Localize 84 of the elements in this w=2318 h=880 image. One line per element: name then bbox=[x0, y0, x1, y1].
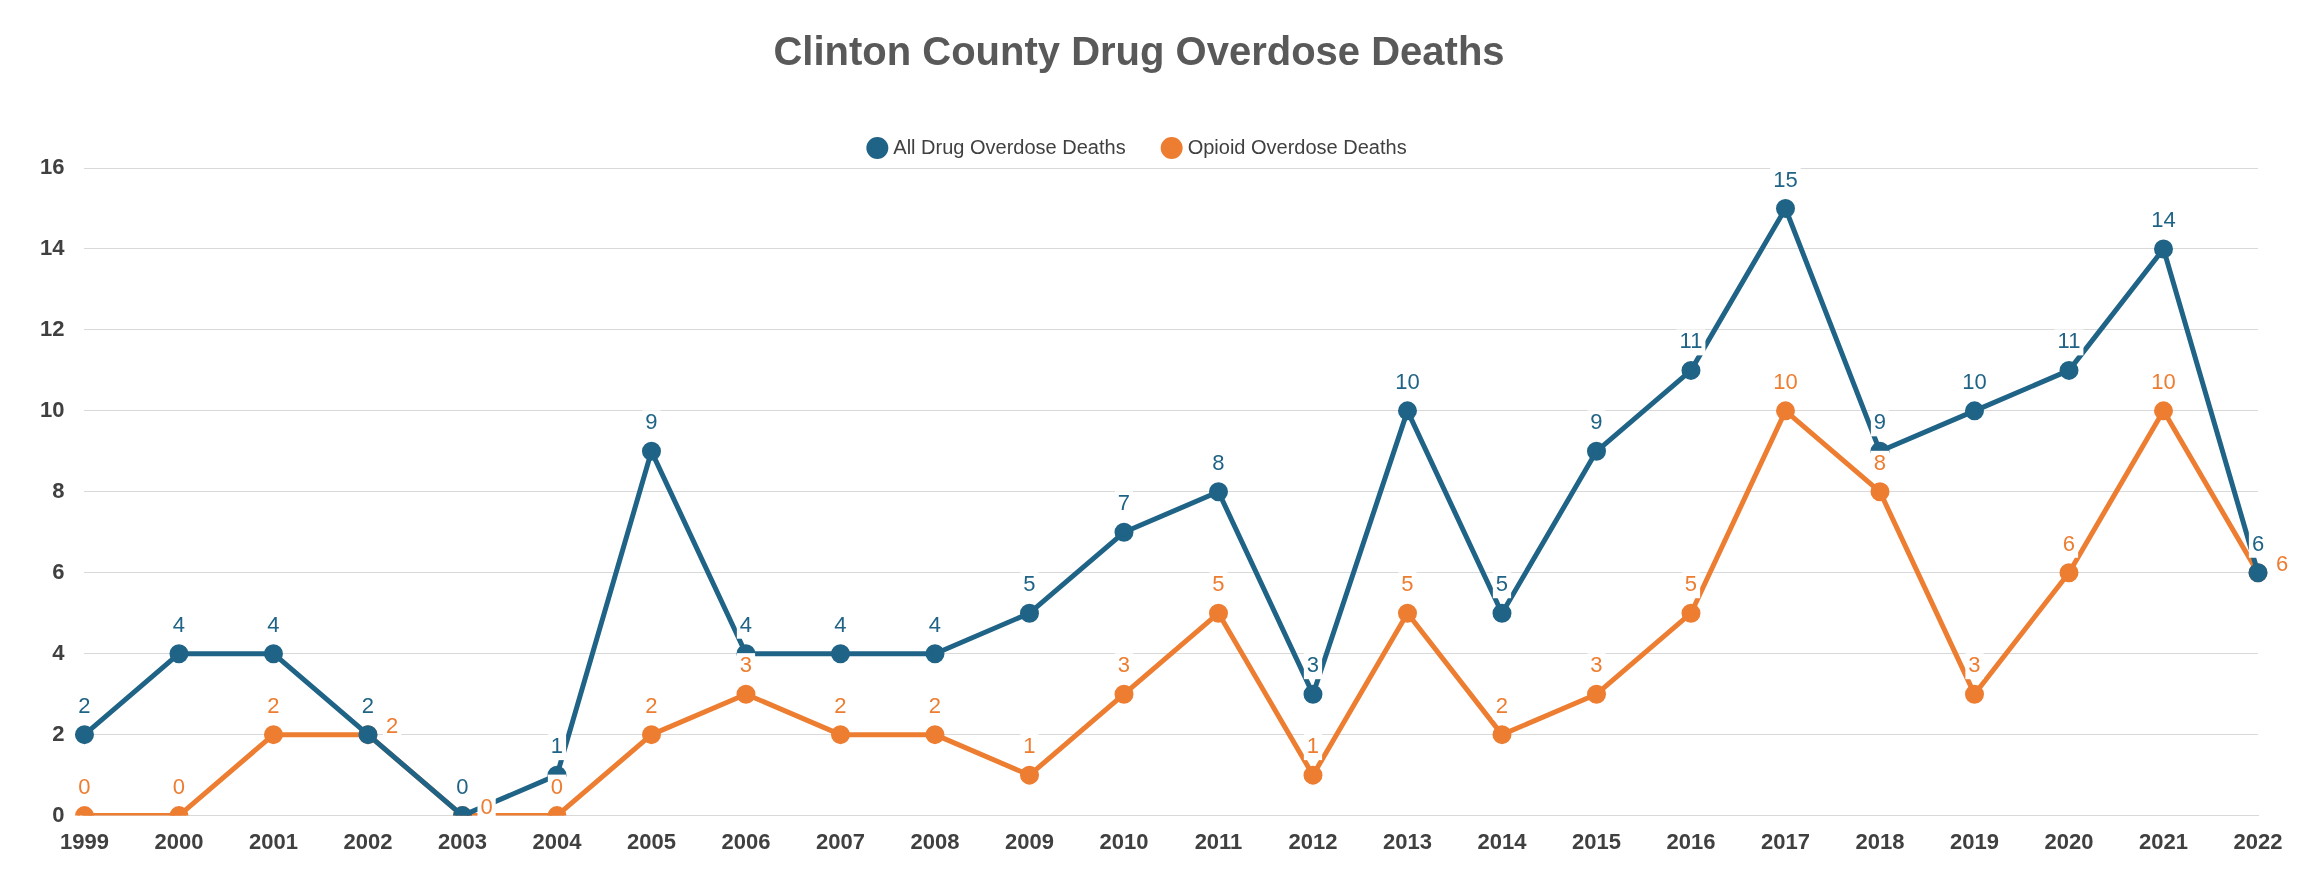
data-label: 0 bbox=[550, 773, 564, 799]
x-tick-label: 2022 bbox=[2233, 828, 2283, 854]
data-label: 10 bbox=[2151, 368, 2176, 394]
x-tick-label: 2003 bbox=[438, 828, 487, 854]
chart-title: Clinton County Drug Overdose Deaths bbox=[773, 29, 1505, 74]
x-tick-label: 2020 bbox=[2044, 828, 2094, 854]
data-label: 11 bbox=[1679, 328, 1703, 354]
y-tick-label: 14 bbox=[39, 235, 66, 261]
data-label: 1 bbox=[1306, 733, 1320, 759]
y-tick-label: 16 bbox=[39, 154, 65, 180]
data-label: 3 bbox=[1306, 652, 1320, 678]
x-tick-label: 2004 bbox=[532, 828, 583, 854]
data-label: 2 bbox=[834, 692, 847, 718]
data-label: 5 bbox=[1023, 571, 1036, 597]
data-label: 4 bbox=[834, 611, 847, 637]
x-tick-label: 2001 bbox=[249, 828, 298, 854]
x-tick-label: 2019 bbox=[1950, 828, 1999, 854]
data-label: 3 bbox=[1968, 652, 1981, 678]
y-tick-label: 2 bbox=[52, 720, 65, 746]
x-tick-label: 2009 bbox=[1005, 828, 1054, 854]
data-label: 0 bbox=[480, 793, 493, 819]
y-tick-label: 10 bbox=[39, 396, 65, 422]
data-label: 4 bbox=[172, 611, 186, 637]
x-tick-label: 2021 bbox=[2139, 828, 2188, 854]
data-label: 0 bbox=[172, 773, 186, 799]
data-label: 9 bbox=[1873, 409, 1887, 435]
x-tick-label: 2006 bbox=[721, 828, 771, 854]
y-tick-label: 8 bbox=[52, 477, 65, 503]
legend-label: All Drug Overdose Deaths bbox=[893, 135, 1126, 158]
data-label: 8 bbox=[1212, 449, 1225, 475]
x-tick-label: 2008 bbox=[910, 828, 960, 854]
data-label: 5 bbox=[1495, 571, 1509, 597]
x-tick-label: 2017 bbox=[1761, 828, 1810, 854]
data-label: 2 bbox=[385, 712, 399, 738]
data-label: 10 bbox=[1773, 368, 1798, 394]
data-label: 5 bbox=[1684, 571, 1698, 597]
x-tick-label: 2000 bbox=[154, 828, 204, 854]
data-label: 6 bbox=[2251, 530, 2265, 556]
data-label: 6 bbox=[2062, 530, 2076, 556]
y-tick-label: 4 bbox=[52, 639, 66, 665]
x-tick-label: 2016 bbox=[1666, 828, 1716, 854]
x-tick-label: 2018 bbox=[1855, 828, 1905, 854]
data-label: 3 bbox=[1117, 652, 1131, 678]
data-label: 15 bbox=[1773, 166, 1798, 192]
x-tick-label: 2010 bbox=[1099, 828, 1149, 854]
data-label: 14 bbox=[2151, 207, 2176, 233]
data-label: 8 bbox=[1873, 449, 1887, 475]
y-tick-label: 0 bbox=[52, 801, 65, 827]
data-label: 4 bbox=[928, 611, 942, 637]
data-label: 0 bbox=[78, 773, 91, 799]
data-label: 10 bbox=[1395, 368, 1420, 394]
x-tick-label: 2015 bbox=[1572, 828, 1621, 854]
data-label: 1 bbox=[1023, 733, 1036, 759]
data-label: 9 bbox=[1590, 409, 1603, 435]
data-label: 2 bbox=[928, 692, 942, 718]
data-label: 2 bbox=[645, 692, 658, 718]
data-label: 3 bbox=[1590, 652, 1603, 678]
data-label: 5 bbox=[1401, 571, 1414, 597]
data-label: 6 bbox=[2275, 550, 2289, 576]
x-tick-label: 2011 bbox=[1194, 828, 1243, 854]
data-label: 3 bbox=[739, 652, 753, 678]
y-tick-label: 12 bbox=[39, 315, 65, 341]
x-tick-label: 2007 bbox=[816, 828, 865, 854]
data-label: 2 bbox=[361, 692, 375, 718]
x-tick-label: 2013 bbox=[1383, 828, 1432, 854]
y-tick-label: 6 bbox=[52, 558, 65, 584]
data-label: 0 bbox=[456, 773, 469, 799]
data-label: 2 bbox=[1495, 692, 1509, 718]
data-label: 10 bbox=[1962, 368, 1987, 394]
data-label: 5 bbox=[1212, 571, 1225, 597]
x-tick-label: 2012 bbox=[1288, 828, 1338, 854]
data-label: 9 bbox=[645, 409, 658, 435]
x-tick-label: 2002 bbox=[343, 828, 393, 854]
data-label: 2 bbox=[78, 692, 91, 718]
x-tick-label: 2014 bbox=[1477, 828, 1528, 854]
data-label: 4 bbox=[739, 611, 753, 637]
legend-label: Opioid Overdose Deaths bbox=[1187, 135, 1407, 158]
data-label: 2 bbox=[267, 692, 280, 718]
x-tick-label: 2005 bbox=[627, 828, 676, 854]
data-label: 4 bbox=[267, 611, 280, 637]
data-label: 1 bbox=[550, 733, 564, 759]
data-label: 11 bbox=[2057, 328, 2081, 354]
x-tick-label: 1999 bbox=[59, 828, 109, 854]
data-label: 7 bbox=[1117, 490, 1131, 516]
